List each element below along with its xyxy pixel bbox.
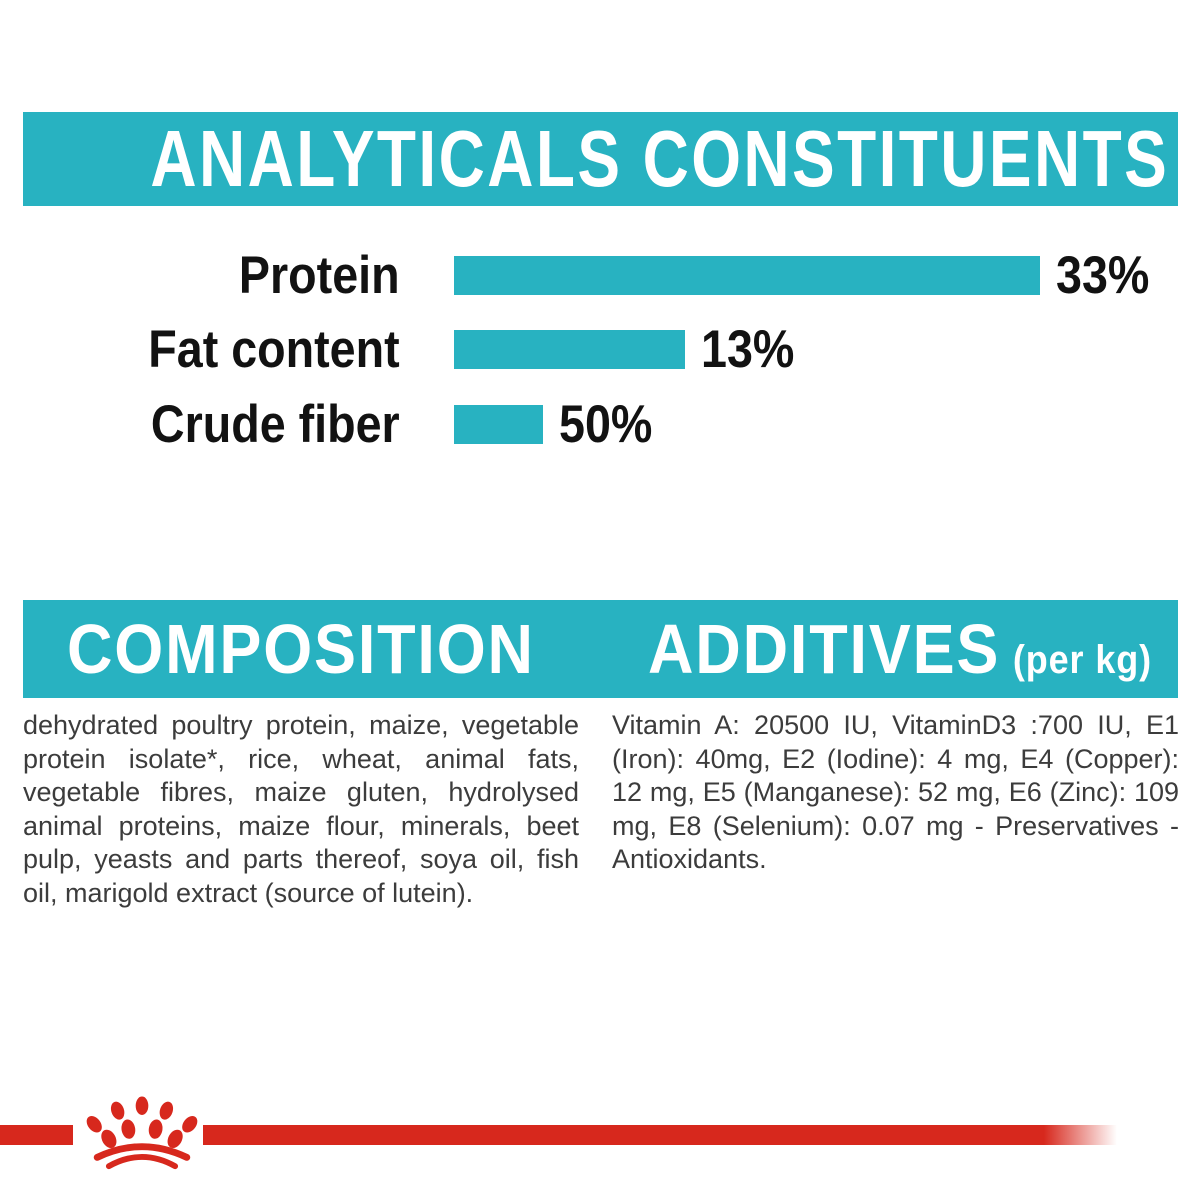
chart-value-fiber: 50% [559, 395, 653, 454]
chart-bar-fiber [454, 405, 543, 444]
chart-label-protein: Protein [239, 246, 400, 305]
footer-red-band [203, 1125, 1117, 1145]
chart-row-fat: Fat content 13% [0, 320, 1200, 379]
royal-canin-crown-logo [86, 1096, 198, 1170]
additives-title: ADDITIVES (per kg) [648, 610, 1153, 688]
additives-unit: (per kg) [1012, 638, 1153, 682]
chart-row-fiber: Crude fiber 50% [0, 395, 1200, 454]
additives-body: Vitamin A: 20500 IU, VitaminD3 :700 IU, … [612, 710, 1179, 874]
chart-row-protein: Protein 33% [0, 246, 1200, 305]
analyticals-header: ANALYTICALS CONSTITUENTS [23, 112, 1178, 206]
analyticals-title: ANALYTICALS CONSTITUENTS [150, 114, 1170, 203]
chart-value-protein: 33% [1056, 246, 1150, 305]
composition-title: COMPOSITION [67, 610, 535, 688]
composition-header: COMPOSITION [23, 600, 622, 698]
chart-value-fat: 13% [701, 320, 795, 379]
additives-header: ADDITIVES (per kg) [612, 600, 1178, 698]
chart-bar-protein [454, 256, 1040, 295]
chart-label-fiber: Crude fiber [151, 395, 400, 454]
chart-bar-fat [454, 330, 685, 369]
footer-red-band-left [0, 1125, 73, 1145]
composition-body: dehydrated poultry protein, maize, veget… [23, 710, 579, 908]
chart-label-fat: Fat content [148, 320, 400, 379]
